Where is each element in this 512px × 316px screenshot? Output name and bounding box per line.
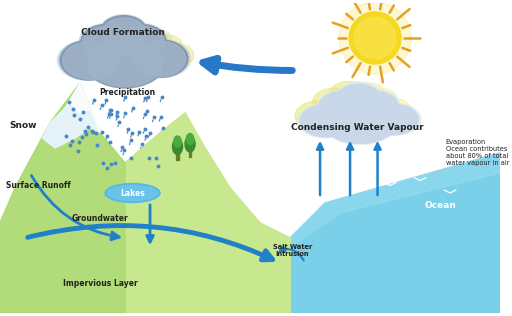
FancyArrowPatch shape [28, 226, 272, 260]
Text: Snow: Snow [9, 121, 36, 130]
Text: Impervious Layer: Impervious Layer [62, 278, 137, 288]
Bar [176, 150, 179, 160]
Ellipse shape [100, 15, 147, 46]
Ellipse shape [345, 97, 396, 129]
Ellipse shape [62, 41, 119, 79]
Circle shape [354, 17, 396, 59]
Ellipse shape [323, 102, 397, 144]
Ellipse shape [324, 103, 396, 143]
Polygon shape [290, 153, 500, 248]
Ellipse shape [319, 92, 367, 120]
Ellipse shape [317, 99, 383, 137]
Ellipse shape [134, 40, 188, 77]
FancyArrowPatch shape [347, 143, 353, 195]
Ellipse shape [116, 24, 167, 58]
Ellipse shape [174, 136, 181, 147]
Ellipse shape [297, 104, 354, 138]
Ellipse shape [354, 83, 384, 102]
Ellipse shape [328, 99, 366, 124]
FancyArrowPatch shape [317, 143, 323, 195]
Ellipse shape [125, 45, 157, 68]
Ellipse shape [105, 184, 160, 203]
Text: Salt Water
Intrusion: Salt Water Intrusion [273, 244, 312, 257]
Text: Surface Runoff: Surface Runoff [6, 181, 71, 190]
Ellipse shape [101, 16, 146, 46]
Ellipse shape [82, 26, 133, 60]
Ellipse shape [317, 90, 368, 120]
Ellipse shape [86, 38, 164, 88]
Text: Cloud Formation: Cloud Formation [80, 28, 164, 38]
Ellipse shape [134, 40, 190, 77]
Ellipse shape [84, 38, 165, 88]
Ellipse shape [88, 40, 162, 87]
Ellipse shape [81, 24, 133, 60]
Ellipse shape [295, 100, 345, 131]
Ellipse shape [79, 24, 133, 60]
Ellipse shape [173, 138, 183, 155]
Ellipse shape [136, 35, 164, 56]
Circle shape [339, 2, 411, 74]
Ellipse shape [368, 103, 421, 135]
FancyArrowPatch shape [31, 175, 119, 240]
Ellipse shape [57, 40, 118, 80]
Polygon shape [290, 153, 500, 313]
Ellipse shape [343, 88, 385, 114]
Ellipse shape [133, 41, 186, 77]
Text: Precipitation: Precipitation [99, 88, 156, 98]
Ellipse shape [357, 100, 403, 129]
Polygon shape [125, 113, 290, 313]
Ellipse shape [338, 84, 380, 109]
Bar [189, 148, 191, 157]
Polygon shape [70, 83, 100, 133]
Polygon shape [42, 83, 100, 148]
Text: Ocean: Ocean [424, 201, 456, 210]
Ellipse shape [313, 88, 357, 115]
Text: Condensing Water Vapour: Condensing Water Vapour [291, 124, 424, 132]
Ellipse shape [117, 24, 166, 58]
FancyArrowPatch shape [203, 58, 292, 72]
Ellipse shape [352, 92, 398, 118]
Ellipse shape [139, 43, 181, 73]
Ellipse shape [164, 44, 194, 66]
Ellipse shape [60, 40, 118, 80]
Ellipse shape [156, 35, 182, 55]
Ellipse shape [186, 133, 194, 144]
Polygon shape [0, 83, 125, 313]
Text: Groundwater: Groundwater [72, 214, 129, 222]
Ellipse shape [300, 105, 354, 137]
Ellipse shape [352, 90, 399, 118]
Circle shape [349, 12, 401, 64]
Ellipse shape [147, 30, 172, 48]
FancyArrowPatch shape [280, 247, 304, 261]
Ellipse shape [368, 104, 418, 135]
Text: Evaporation
Ocean contributes
about 80% of total
water vapour in air: Evaporation Ocean contributes about 80% … [446, 139, 509, 167]
Ellipse shape [376, 98, 411, 122]
Text: Lakes: Lakes [120, 189, 145, 198]
Ellipse shape [102, 18, 145, 47]
FancyArrowPatch shape [374, 143, 380, 195]
Ellipse shape [117, 26, 164, 58]
Ellipse shape [337, 82, 381, 109]
Ellipse shape [185, 136, 195, 152]
Ellipse shape [330, 82, 368, 105]
Ellipse shape [341, 88, 375, 111]
FancyArrowPatch shape [147, 205, 154, 242]
Ellipse shape [365, 88, 397, 109]
Ellipse shape [108, 185, 158, 201]
Polygon shape [0, 83, 290, 313]
